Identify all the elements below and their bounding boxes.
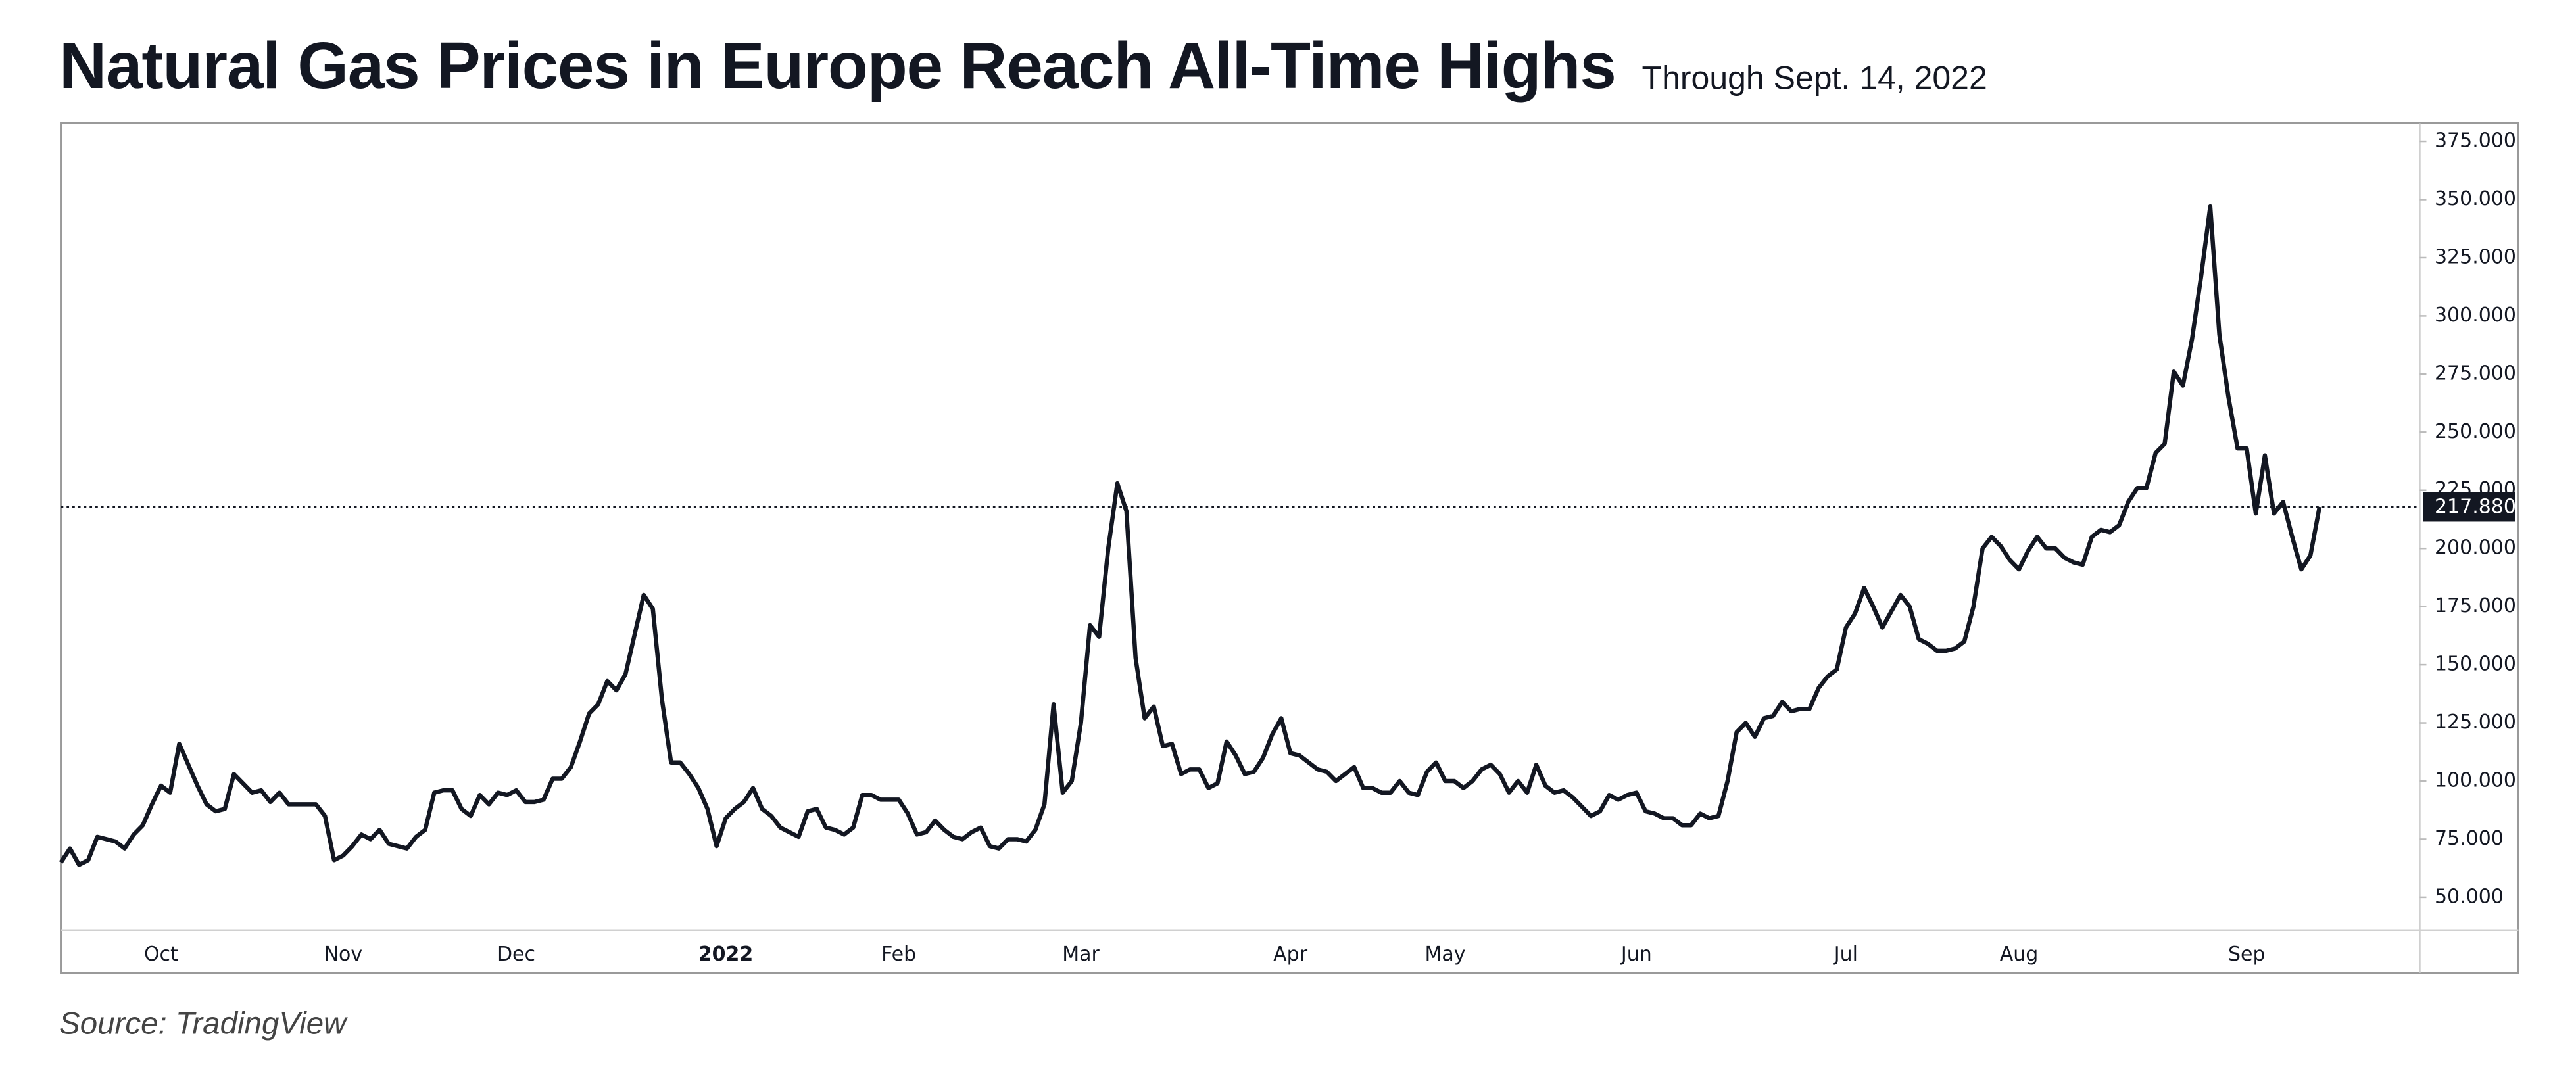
price-line: [59, 204, 2322, 867]
x-tick-label: Dec: [497, 943, 535, 966]
y-tick-label: 125.000: [2435, 711, 2516, 734]
x-tick-label: Feb: [881, 943, 916, 966]
y-tick-label: 175.000: [2435, 594, 2516, 617]
x-tick-label: Sep: [2228, 943, 2266, 966]
y-tick-label: 50.000: [2435, 885, 2504, 908]
y-tick-label: 100.000: [2435, 769, 2516, 792]
y-tick-label: 150.000: [2435, 653, 2516, 676]
y-tick-label: 300.000: [2435, 304, 2516, 327]
x-tick-label: May: [1425, 943, 1466, 966]
y-tick-label: 350.000: [2435, 187, 2516, 210]
y-tick-label: 325.000: [2435, 245, 2516, 268]
x-tick-label: Jul: [1833, 943, 1858, 966]
y-tick-label: 375.000: [2435, 130, 2516, 153]
y-tick-label: 250.000: [2435, 420, 2516, 443]
chart-title: Natural Gas Prices in Europe Reach All-T…: [59, 29, 1616, 103]
plot-frame: [60, 122, 2519, 974]
x-tick-label: Oct: [144, 943, 178, 966]
x-tick-label: Mar: [1062, 943, 1100, 966]
x-tick-label: 2022: [698, 943, 753, 966]
chart-subtitle: Through Sept. 14, 2022: [1642, 60, 1987, 97]
y-tick-label: 75.000: [2435, 827, 2504, 850]
x-tick-label: Nov: [324, 943, 363, 966]
current-price-box: [2423, 492, 2515, 522]
x-tick-label: Aug: [2000, 943, 2039, 966]
x-tick-label: Jun: [1620, 943, 1652, 966]
y-tick-label: 200.000: [2435, 536, 2516, 559]
x-tick-label: Apr: [1273, 943, 1308, 966]
y-tick-label: 275.000: [2435, 362, 2516, 385]
current-price-label: 217.880: [2435, 496, 2516, 519]
source: Source: TradingView: [59, 1006, 348, 1041]
